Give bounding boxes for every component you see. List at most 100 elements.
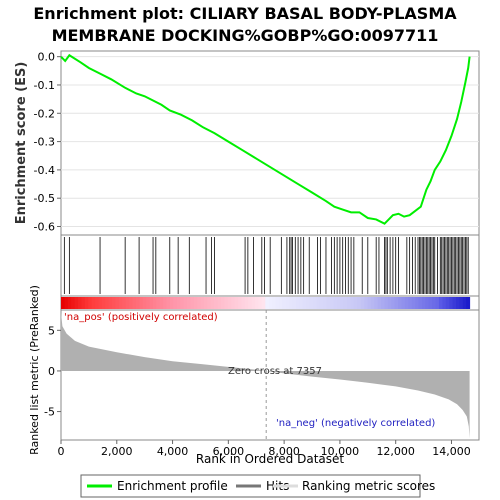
band-segment — [200, 297, 205, 309]
band-segment — [326, 297, 331, 309]
es-axis-label: Enrichment score (ES) — [14, 62, 29, 225]
band-segment — [343, 297, 348, 309]
band-segment — [251, 297, 256, 309]
na-neg-annotation: 'na_neg' (negatively correlated) — [276, 418, 435, 429]
band-segment — [129, 297, 134, 309]
x-tick-label: 14,000 — [432, 445, 471, 458]
band-segment — [418, 297, 423, 309]
band-segment — [122, 297, 127, 309]
band-segment — [377, 297, 382, 309]
band-segment — [387, 297, 392, 309]
band-segment — [248, 297, 253, 309]
band-segment — [173, 297, 178, 309]
band-segment — [186, 297, 191, 309]
es-tick-label: -0.3 — [34, 136, 55, 149]
band-segment — [74, 297, 79, 309]
band-segment — [207, 297, 212, 309]
band-segment — [88, 297, 93, 309]
band-segment — [292, 297, 297, 309]
band-segment — [81, 297, 86, 309]
es-y-ticks: 0.0 -0.1 -0.2 -0.3 -0.4 -0.5 -0.6 — [34, 51, 61, 234]
metric-y-ticks: 5 0 -5 — [44, 324, 61, 419]
band-segment — [183, 297, 188, 309]
band-segment — [384, 297, 389, 309]
band-segment — [370, 297, 375, 309]
band-segment — [132, 297, 137, 309]
band-segment — [255, 297, 259, 309]
band-segment — [364, 297, 368, 309]
band-segment — [336, 297, 341, 309]
band-segment — [340, 297, 345, 309]
band-segment — [299, 297, 304, 309]
band-segment — [312, 297, 317, 309]
es-profile-line — [60, 53, 471, 225]
band-segment — [152, 297, 157, 309]
es-tick-label: -0.5 — [34, 192, 55, 205]
band-segment — [415, 297, 420, 309]
band-segment — [190, 297, 195, 309]
band-segment — [404, 297, 409, 309]
band-segment — [214, 297, 219, 309]
band-segment — [367, 297, 372, 309]
band-segment — [231, 297, 236, 309]
band-segment — [221, 297, 225, 309]
es-tick-label: -0.6 — [34, 221, 55, 234]
x-tick-label: 0 — [58, 445, 65, 458]
band-segment — [180, 297, 185, 309]
band-segment — [306, 297, 311, 309]
band-segment — [238, 297, 242, 309]
metric-tick-label: -5 — [44, 406, 55, 419]
metric-tick-label: 0 — [48, 365, 55, 378]
band-segment — [241, 297, 246, 309]
band-segment — [408, 297, 413, 309]
band-segment — [268, 297, 273, 309]
band-segment — [438, 297, 443, 309]
band-segment — [101, 297, 106, 309]
band-segment — [357, 297, 362, 309]
band-segment — [278, 297, 283, 309]
x-tick-label: 4,000 — [157, 445, 189, 458]
band-segment — [316, 297, 321, 309]
band-segment — [398, 297, 403, 309]
band-segment — [98, 297, 103, 309]
band-segment — [64, 297, 69, 309]
band-segment — [176, 297, 181, 309]
band-segment — [411, 297, 416, 309]
es-tick-label: -0.1 — [34, 79, 55, 92]
band-segment — [217, 297, 222, 309]
legend-label-metric: Ranking metric scores — [302, 479, 435, 493]
band-segment — [275, 297, 280, 309]
band-segment — [319, 297, 324, 309]
band-segment — [118, 297, 123, 309]
x-tick-label: 2,000 — [101, 445, 133, 458]
es-tick-label: -0.4 — [34, 164, 55, 177]
band-segment — [428, 297, 433, 309]
band-segment — [149, 297, 154, 309]
es-tick-label: 0.0 — [38, 51, 56, 64]
chart-title-line-2: MEMBRANE DOCKING%GOBP%GO:0097711 — [52, 26, 439, 45]
band-segment — [421, 297, 426, 309]
hit-markers — [63, 237, 469, 294]
legend-label-profile: Enrichment profile — [117, 479, 228, 493]
band-segment — [95, 297, 99, 309]
band-segment — [442, 297, 447, 309]
band-segment — [462, 297, 467, 309]
band-segment — [84, 297, 89, 309]
x-tick-label: 8,000 — [268, 445, 300, 458]
band-segment — [459, 297, 464, 309]
band-segment — [449, 297, 454, 309]
es-tick-label: -0.2 — [34, 107, 55, 120]
band-segment — [159, 297, 164, 309]
band-segment — [163, 297, 168, 309]
band-segment — [295, 297, 300, 309]
band-segment — [374, 297, 379, 309]
x-tick-label: 12,000 — [376, 445, 415, 458]
band-segment — [347, 297, 351, 309]
band-segment — [112, 297, 116, 309]
band-segment — [61, 297, 65, 309]
metric-area-fill — [61, 312, 470, 439]
band-segment — [258, 297, 263, 309]
band-segment — [166, 297, 171, 309]
band-segment — [302, 297, 307, 309]
es-panel — [60, 50, 480, 236]
